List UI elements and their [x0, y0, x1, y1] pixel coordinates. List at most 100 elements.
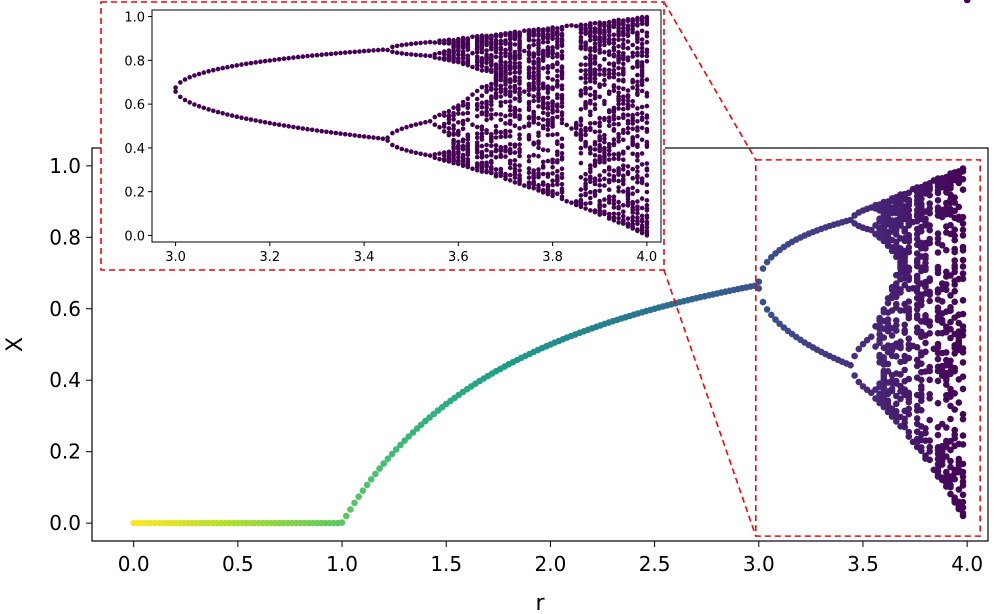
inset-data-point [451, 149, 456, 155]
inset-data-point [498, 51, 504, 56]
inset-data-point [630, 85, 635, 90]
inset-data-point [507, 89, 513, 94]
inset-data-point [588, 189, 593, 195]
inset-data-point [550, 165, 555, 170]
inset-data-point [338, 50, 343, 56]
inset-data-point [489, 116, 494, 121]
inset-data-point [498, 100, 504, 105]
inset-data-point [545, 26, 551, 32]
inset-data-point [616, 178, 621, 184]
inset-data-point [606, 148, 612, 153]
data-point [959, 415, 967, 423]
data-point [951, 257, 958, 264]
data-point [392, 446, 400, 453]
inset-data-point [611, 156, 617, 161]
inset-data-point [616, 94, 621, 99]
inset-data-point [578, 197, 584, 203]
inset-data-point [616, 53, 621, 59]
data-point [913, 402, 921, 410]
inset-data-point [465, 101, 471, 107]
data-point [905, 389, 913, 397]
inset-data-point [592, 89, 598, 95]
inset-data-point [611, 141, 617, 146]
data-point [959, 385, 967, 393]
inset-data-point [178, 80, 183, 85]
inset-data-point [545, 182, 551, 188]
inset-data-point [451, 123, 456, 128]
inset-data-point [597, 143, 602, 148]
inset-data-point [588, 85, 593, 91]
inset-data-point [479, 143, 485, 149]
inset-data-point [592, 106, 598, 112]
inset-data-point [545, 117, 551, 123]
data-point [372, 470, 379, 478]
inset-x-tick-label: 4.0 [637, 250, 658, 265]
inset-data-point [418, 121, 423, 126]
zoom-connector-top [663, 1, 757, 161]
inset-data-point [446, 113, 452, 118]
inset-data-point [522, 48, 527, 54]
inset-data-point [493, 62, 499, 67]
inset-data-point [597, 120, 602, 125]
inset-data-point [630, 205, 635, 210]
inset-data-point [484, 48, 489, 53]
data-point [859, 340, 867, 348]
inset-data-point [550, 157, 555, 163]
inset-data-point [498, 58, 504, 63]
inset-data-point [493, 54, 499, 60]
inset-data-point [479, 160, 485, 166]
data-point [951, 406, 958, 413]
inset-x-tick-label: 3.8 [542, 250, 563, 265]
inset-data-point [225, 64, 230, 70]
inset-data-point [630, 218, 635, 223]
inset-data-point [390, 130, 395, 136]
inset-data-point [507, 134, 513, 139]
inset-data-point [635, 87, 640, 92]
inset-data-point [621, 177, 626, 182]
inset-data-point [498, 83, 504, 89]
x-tick-label: 2.5 [639, 552, 671, 576]
data-point [893, 321, 900, 329]
inset-data-point [404, 124, 409, 130]
data-point [905, 244, 913, 251]
inset-data-point [470, 34, 475, 40]
data-point [959, 220, 967, 227]
main-points-series [130, 0, 971, 527]
inset-data-point [555, 158, 560, 163]
inset-data-point [531, 27, 536, 33]
inset-data-point [394, 128, 400, 133]
inset-data-point [446, 48, 452, 53]
inset-data-point [248, 117, 254, 122]
data-point [955, 455, 963, 463]
data-point [934, 340, 942, 348]
inset-data-point [526, 43, 532, 49]
inset-data-point [474, 113, 480, 119]
inset-data-point [578, 193, 584, 198]
inset-data-point [531, 94, 536, 99]
inset-data-point [404, 148, 409, 153]
inset-data-point [522, 89, 527, 94]
data-point [947, 221, 954, 229]
inset-data-point [182, 77, 188, 82]
inset-data-point [630, 99, 635, 104]
data-point [884, 368, 892, 375]
inset-data-point [611, 127, 617, 132]
x-tick-label: 1.0 [326, 552, 358, 576]
inset-data-point [347, 49, 353, 55]
inset-data-point [408, 52, 414, 57]
inset-data-point [507, 77, 513, 82]
inset-data-point [399, 51, 405, 56]
data-point [959, 410, 967, 418]
x-tick-label: 2.0 [535, 552, 567, 576]
inset-data-point [625, 55, 631, 60]
inset-data-point [517, 113, 522, 118]
inset-data-point [602, 209, 607, 215]
inset-data-point [550, 62, 555, 68]
inset-data-point [531, 42, 536, 48]
inset-data-point [474, 66, 480, 71]
inset-data-point [484, 142, 489, 148]
inset-data-point [616, 17, 621, 23]
inset-data-point [536, 170, 541, 176]
data-point [913, 284, 921, 292]
y-tick-label: 0.4 [49, 368, 81, 392]
